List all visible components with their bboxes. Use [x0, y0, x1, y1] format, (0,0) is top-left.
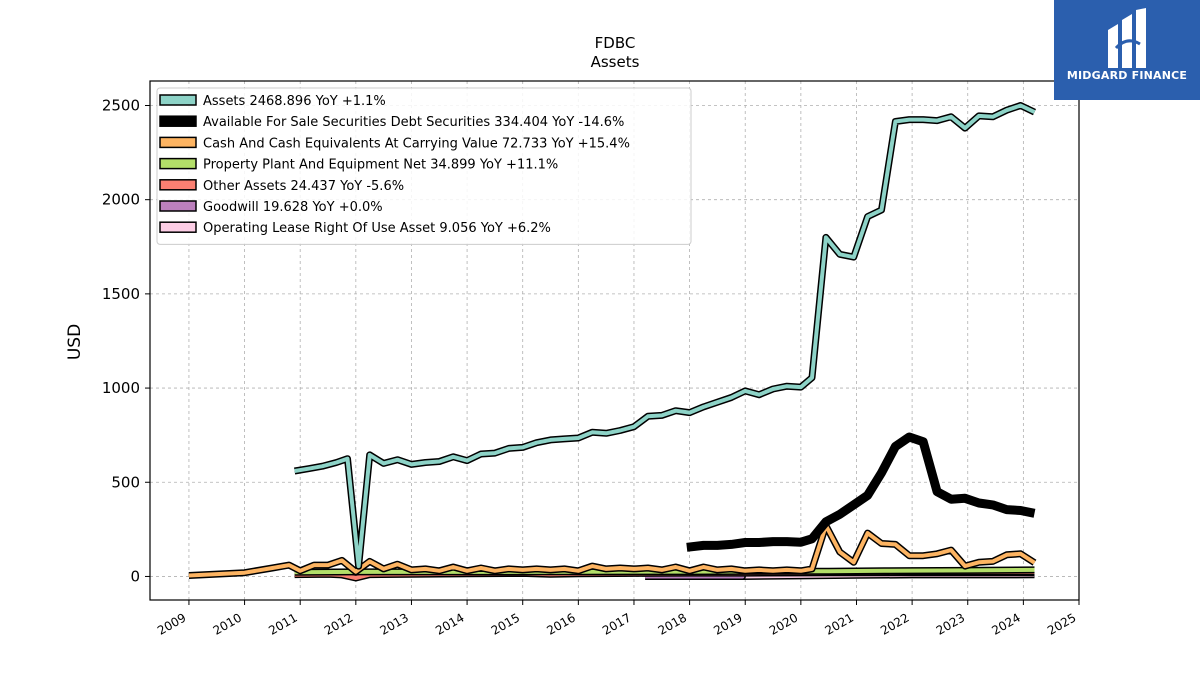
y-tick-label: 2000 — [102, 191, 140, 209]
legend-swatch — [159, 179, 197, 191]
legend-label: Other Assets 24.437 YoY -5.6% — [203, 179, 404, 194]
legend-label: Available For Sale Securities Debt Secur… — [203, 115, 624, 130]
legend-swatch — [159, 115, 197, 127]
y-tick-label: 2500 — [102, 96, 140, 114]
logo-icon — [1108, 8, 1146, 68]
legend-label: Goodwill 19.628 YoY +0.0% — [203, 200, 383, 215]
chart-subtitle: Assets — [591, 53, 640, 71]
y-tick-label: 1000 — [102, 379, 140, 397]
y-tick-label: 1500 — [102, 285, 140, 303]
legend: Assets 2468.896 YoY +1.1% Available For S… — [156, 87, 692, 245]
legend-swatch — [159, 94, 197, 106]
legend-label: Property Plant And Equipment Net 34.899 … — [203, 158, 558, 173]
legend-swatch — [159, 157, 197, 170]
y-tick-label: 500 — [111, 473, 140, 491]
legend-label: Assets 2468.896 YoY +1.1% — [203, 94, 386, 109]
legend-swatch — [159, 136, 197, 149]
series-line-cash-and-cash-equivalents-at-carrying-value — [188, 523, 1036, 578]
logo-text: MIDGARD FINANCE — [1066, 69, 1188, 82]
legend-label: Cash And Cash Equivalents At Carrying Va… — [203, 136, 630, 151]
chart-title: FDBC — [595, 34, 636, 52]
plot-area-frame — [149, 80, 1080, 601]
series-line-assets — [294, 103, 1036, 569]
series-line-available-for-sale-securities-debt-securities — [686, 432, 1036, 552]
brand-logo: MIDGARD FINANCE — [1054, 0, 1200, 100]
legend-swatch — [159, 221, 197, 233]
y-tick-label: 0 — [130, 567, 140, 585]
series-layer — [188, 102, 1037, 582]
legend-label: Operating Lease Right Of Use Asset 9.056… — [203, 221, 551, 236]
legend-swatch — [159, 200, 197, 212]
y-axis-ticks: 0 500 1000 1500 2000 2500 — [102, 96, 150, 585]
legend-box — [156, 87, 692, 245]
y-axis-label: USD — [65, 324, 85, 360]
